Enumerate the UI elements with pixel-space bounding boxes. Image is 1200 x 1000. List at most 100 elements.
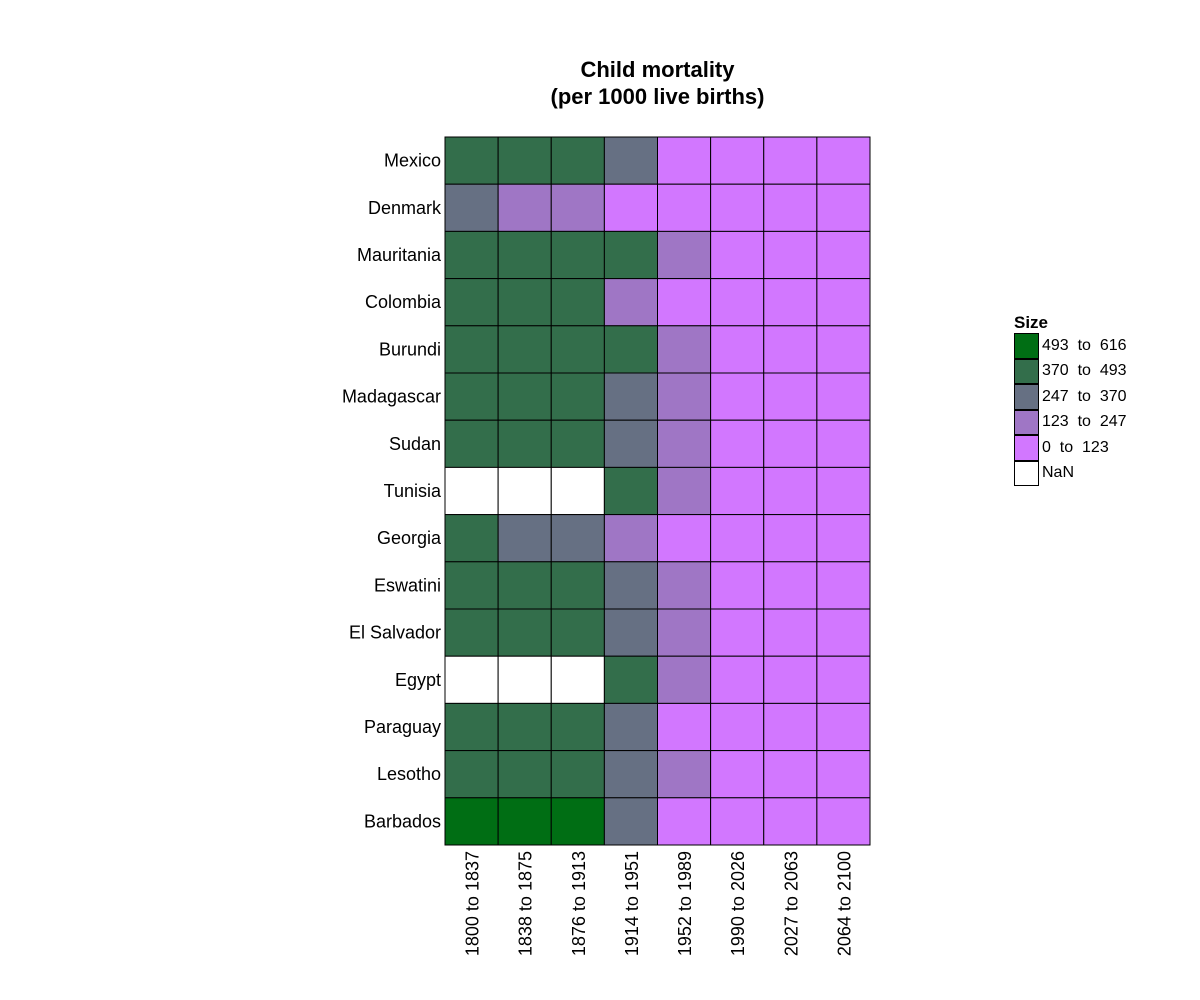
- column-label: 2064 to 2100: [834, 851, 854, 956]
- legend-item: NaN: [1014, 460, 1127, 486]
- heatmap-cell: [497, 183, 552, 232]
- legend-label: 247 to 370: [1042, 387, 1127, 405]
- legend-item: 370 to 493: [1014, 358, 1127, 384]
- heatmap-cell: [710, 278, 765, 327]
- heatmap-cell: [444, 278, 499, 327]
- heatmap-cell: [550, 230, 605, 280]
- heatmap-cell: [763, 702, 818, 752]
- heatmap-cell: [603, 608, 658, 657]
- row-label: Tunisia: [384, 481, 442, 501]
- heatmap-cell: [763, 136, 818, 185]
- row-label: Mexico: [384, 151, 441, 171]
- heatmap-cell: [497, 608, 552, 657]
- heatmap-cell: [657, 325, 712, 374]
- heatmap-cell: [444, 466, 499, 516]
- heatmap-cell: [816, 561, 871, 610]
- heatmap-cell: [550, 183, 605, 232]
- heatmap-cell: [657, 278, 712, 327]
- heatmap-cell: [603, 514, 658, 563]
- legend-swatch: [1014, 435, 1039, 461]
- heatmap-cell: [603, 750, 658, 799]
- row-label: Mauritania: [357, 245, 442, 265]
- row-label: Colombia: [365, 292, 442, 312]
- heatmap-cell: [763, 372, 818, 421]
- heatmap-cell: [710, 750, 765, 799]
- heatmap-cell: [710, 325, 765, 374]
- heatmap-cell: [444, 608, 499, 657]
- heatmap-cell: [657, 136, 712, 185]
- heatmap-cell: [763, 325, 818, 374]
- heatmap-cell: [763, 278, 818, 327]
- row-label: Georgia: [377, 528, 442, 548]
- heatmap-cell: [710, 561, 765, 610]
- heatmap-cell: [444, 514, 499, 563]
- heatmap-cell: [816, 750, 871, 799]
- legend-label: NaN: [1042, 464, 1075, 482]
- heatmap-cell: [497, 797, 552, 846]
- heatmap-cell: [816, 278, 871, 327]
- heatmap-cell: [816, 514, 871, 563]
- legend-label: 493 to 616: [1042, 336, 1127, 354]
- column-label: 1876 to 1913: [569, 851, 589, 956]
- heatmap-cell: [763, 608, 818, 657]
- column-label: 1952 to 1989: [675, 851, 695, 956]
- heatmap-cell: [657, 655, 712, 704]
- heatmap-cell: [710, 655, 765, 704]
- row-label: Barbados: [364, 811, 441, 831]
- heatmap-cell: [550, 514, 605, 563]
- heatmap-cell: [816, 466, 871, 516]
- heatmap-cell: [603, 230, 658, 280]
- heatmap-cell: [550, 372, 605, 421]
- heatmap-cell: [710, 419, 765, 468]
- column-label: 1800 to 1837: [463, 851, 483, 956]
- heatmap-cell: [603, 561, 658, 610]
- heatmap-cell: [550, 655, 605, 704]
- heatmap-cell: [657, 514, 712, 563]
- heatmap-cell: [550, 608, 605, 657]
- chart-subtitle: (per 1000 live births): [550, 84, 765, 109]
- heatmap-cell: [763, 514, 818, 563]
- heatmap-cell: [603, 466, 658, 516]
- column-label: 1838 to 1875: [516, 851, 536, 956]
- heatmap-cell: [710, 466, 765, 516]
- heatmap-cell: [444, 702, 499, 752]
- heatmap-cell: [657, 608, 712, 657]
- heatmap-cell: [550, 278, 605, 327]
- heatmap-cell: [763, 230, 818, 280]
- row-label: Egypt: [395, 670, 441, 690]
- heatmap-cell: [763, 183, 818, 232]
- heatmap-cell: [816, 419, 871, 468]
- heatmap-cell: [444, 419, 499, 468]
- legend-swatch: [1014, 333, 1039, 359]
- heatmap-cell: [603, 325, 658, 374]
- legend-label: 0 to 123: [1042, 438, 1109, 456]
- legend-items: 493 to 616 370 to 493 247 to 370 123 to 247…: [1014, 333, 1127, 486]
- heatmap-cell: [816, 702, 871, 752]
- heatmap-cell: [550, 466, 605, 516]
- row-label: Lesotho: [377, 764, 441, 784]
- heatmap-cell: [444, 655, 499, 704]
- heatmap-cell: [657, 419, 712, 468]
- chart-title: Child mortality (per 1000 live births): [445, 56, 870, 110]
- heatmap-cell: [816, 655, 871, 704]
- heatmap-cell: [710, 230, 765, 280]
- heatmap-cell: [444, 136, 499, 185]
- heatmap-cell: [816, 797, 871, 846]
- heatmap-cell: [497, 514, 552, 563]
- heatmap-cell: [657, 372, 712, 421]
- heatmap-cell: [763, 750, 818, 799]
- legend-item: 247 to 370: [1014, 384, 1127, 410]
- heatmap-cell: [497, 419, 552, 468]
- heatmap-cell: [603, 702, 658, 752]
- heatmap-cell: [550, 750, 605, 799]
- heatmap-cell: [444, 561, 499, 610]
- heatmap-cell: [550, 561, 605, 610]
- heatmap-cell: [550, 419, 605, 468]
- heatmap-cell: [816, 183, 871, 232]
- heatmap-cell: [763, 797, 818, 846]
- legend-label: 370 to 493: [1042, 362, 1127, 380]
- heatmap-cell: [816, 325, 871, 374]
- heatmap-cell: [763, 466, 818, 516]
- heatmap-cell: [657, 750, 712, 799]
